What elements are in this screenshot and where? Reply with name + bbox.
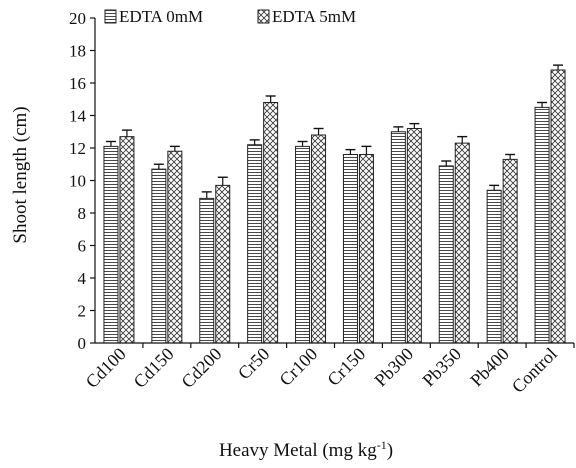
legend: EDTA 0mM EDTA 5mM (104, 7, 356, 26)
error-bar (265, 95, 276, 103)
error-bar (217, 176, 228, 186)
y-tick-label: 10 (69, 172, 86, 191)
error-bar (553, 64, 564, 70)
error-bar (169, 145, 180, 152)
x-axis-title-suffix: ) (387, 440, 393, 461)
y-tick-label: 8 (78, 204, 87, 223)
y-tick-label: 12 (69, 139, 86, 158)
bar-edta-5mm-pb300 (406, 128, 422, 344)
error-bar (537, 101, 548, 108)
x-tick-label-pb350: Pb350 (418, 344, 465, 391)
bar-edta-5mm-cr150 (358, 154, 374, 344)
x-tick-label-cd200: Cd200 (177, 344, 225, 392)
bar-edta-0mm-cr50 (247, 144, 263, 344)
bar-edta-0mm-cd200 (199, 197, 215, 344)
x-tick-label-cd100: Cd100 (82, 344, 130, 392)
error-bars (105, 64, 564, 199)
error-bar (345, 148, 356, 155)
y-axis-title: Shoot length (cm) (10, 106, 31, 243)
error-bar (441, 160, 452, 166)
bar-edta-5mm-pb350 (454, 142, 470, 344)
bar-edta-0mm-cd100 (103, 145, 119, 344)
y-tick-label: 2 (78, 302, 87, 321)
y-tick-label: 16 (69, 74, 86, 93)
x-tick-label-pb300: Pb300 (370, 344, 417, 391)
legend-label-edta-0mm: EDTA 0mM (119, 7, 203, 26)
x-tick-label-control: Control (508, 344, 561, 397)
error-bar (313, 127, 324, 135)
legend-swatch-edta-5mm (257, 9, 270, 24)
bar-edta-0mm-cr150 (342, 154, 358, 344)
bar-edta-0mm-pb350 (438, 165, 454, 344)
error-bar (393, 126, 404, 132)
error-bar (505, 153, 516, 160)
x-axis-title: Heavy Metal (mg kg-1) (219, 438, 393, 461)
error-bar (457, 135, 468, 144)
y-tick-label: 18 (69, 42, 86, 61)
x-tick-label-pb400: Pb400 (466, 344, 513, 391)
error-bar (297, 140, 308, 147)
x-tick-label-cr100: Cr100 (275, 344, 321, 390)
bar-edta-5mm-pb400 (502, 158, 518, 344)
bar-edta-0mm-control (534, 106, 550, 344)
bar-edta-5mm-cd150 (167, 150, 183, 344)
error-bar (361, 145, 372, 155)
error-bar (249, 139, 260, 145)
x-tick-label-cr50: Cr50 (234, 344, 274, 384)
y-tick-label: 4 (78, 269, 87, 288)
y-tick-label: 14 (69, 107, 87, 126)
y-axis-ticks: 0 2 4 6 8 10 12 14 16 18 20 (69, 9, 95, 353)
bar-edta-5mm-cd200 (215, 184, 231, 344)
x-axis-title-main: Heavy Metal (mg kg (219, 440, 377, 461)
bar-edta-5mm-control (550, 69, 566, 344)
bar-edta-0mm-cd150 (151, 168, 167, 344)
bar-edta-0mm-pb300 (390, 131, 406, 344)
x-axis-title-superscript: -1 (377, 438, 387, 452)
error-bar (153, 163, 164, 170)
bar-edta-5mm-cd100 (119, 136, 135, 344)
x-tick-label-cd150: Cd150 (130, 344, 178, 392)
bar-edta-0mm-pb400 (486, 189, 502, 344)
error-bar (121, 129, 132, 137)
error-bar (201, 191, 212, 199)
y-tick-label: 0 (78, 334, 87, 353)
error-bar (489, 184, 500, 191)
x-tick-label-cr150: Cr150 (323, 344, 369, 390)
bar-edta-5mm-cr50 (263, 102, 279, 344)
legend-swatch-edta-0mm (104, 9, 117, 24)
y-tick-label: 20 (69, 9, 86, 28)
x-axis-tick-labels: Cd100 Cd150 Cd200 Cr50 Cr100 Cr150 Pb300 Pb350 P… (82, 343, 575, 397)
error-bar (409, 122, 420, 129)
bars (103, 69, 566, 344)
legend-label-edta-5mm: EDTA 5mM (272, 7, 356, 26)
bar-edta-0mm-cr100 (295, 145, 311, 344)
y-tick-label: 6 (78, 237, 87, 256)
bar-edta-5mm-cr100 (311, 134, 327, 344)
error-bar (105, 140, 116, 147)
